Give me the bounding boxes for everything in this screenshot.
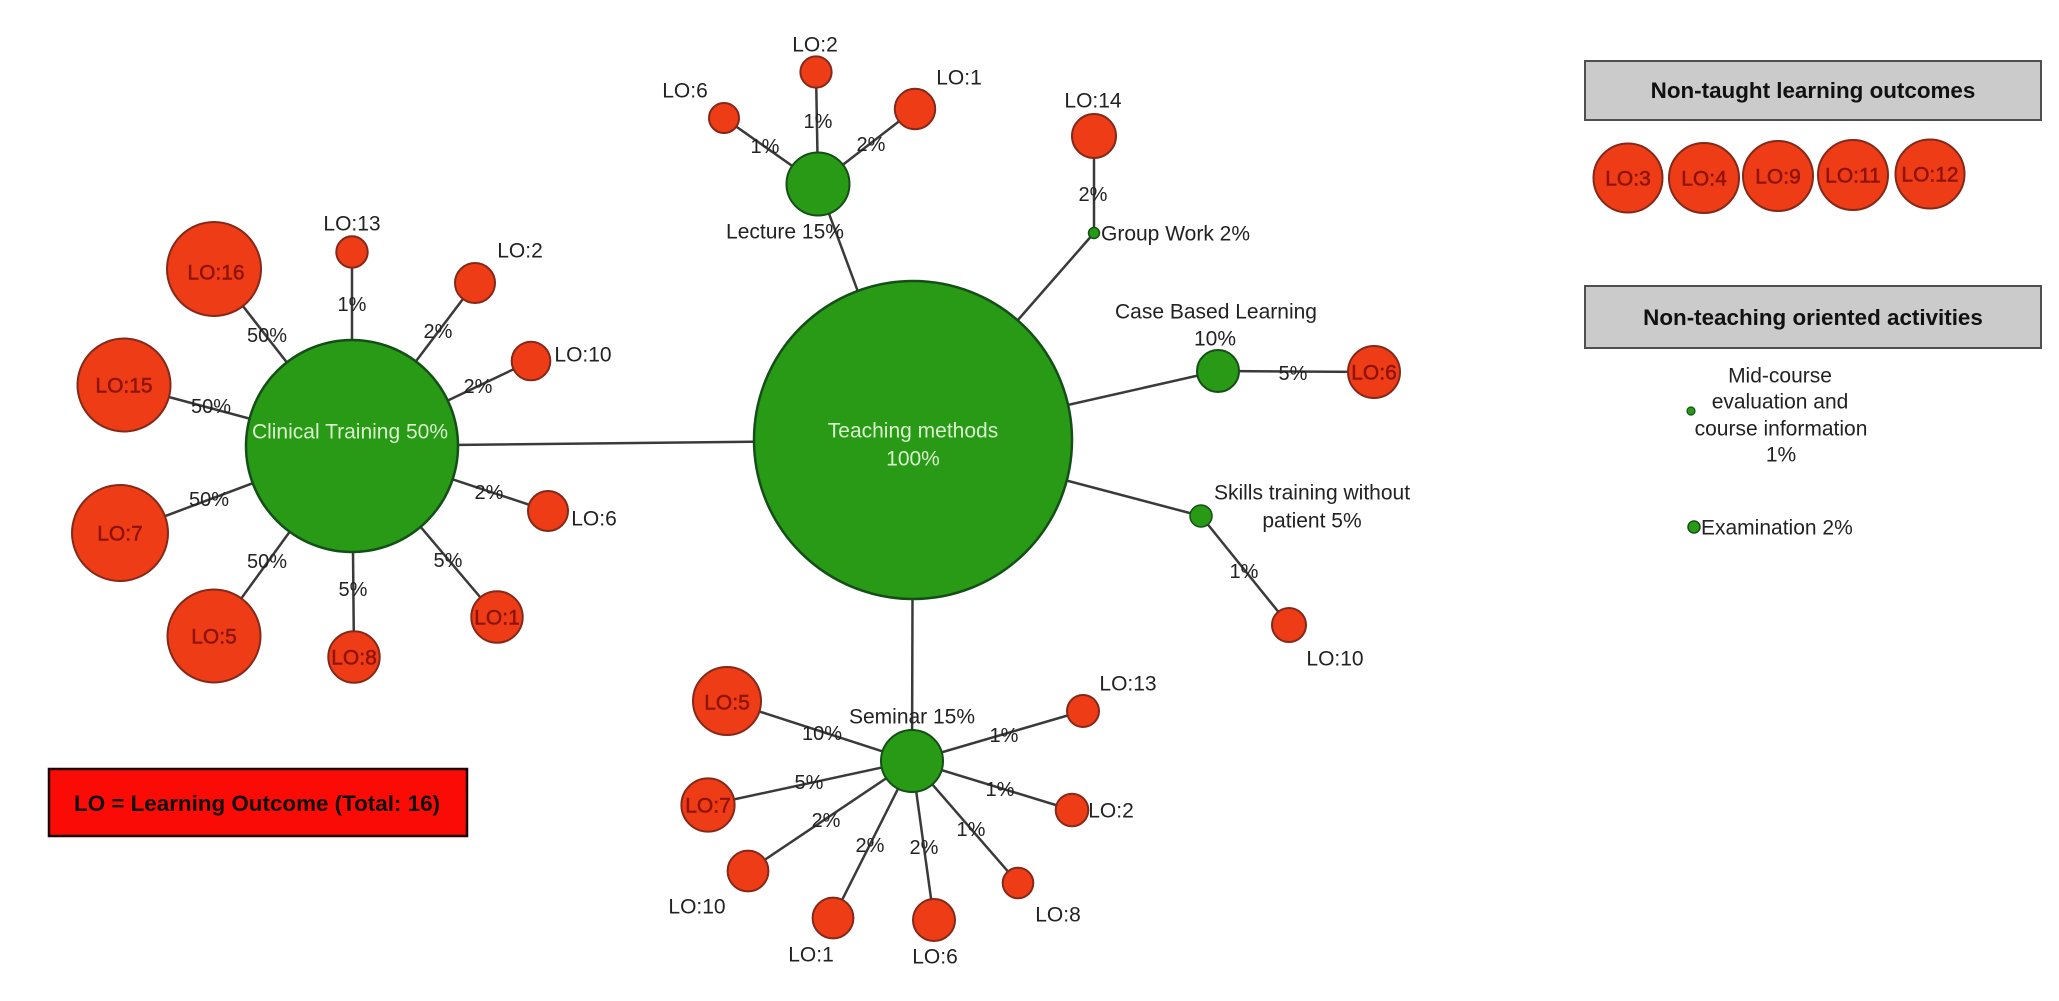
svg-text:50%: 50% bbox=[247, 325, 287, 347]
svg-text:LO:13: LO:13 bbox=[1099, 673, 1156, 696]
svg-text:50%: 50% bbox=[189, 489, 229, 511]
svg-text:LO:1: LO:1 bbox=[936, 67, 982, 90]
svg-text:1%: 1% bbox=[990, 725, 1019, 747]
svg-text:LO:6: LO:6 bbox=[912, 946, 958, 969]
svg-text:Non-teaching oriented activiti: Non-teaching oriented activities bbox=[1643, 305, 1983, 330]
svg-text:2%: 2% bbox=[910, 837, 939, 859]
svg-text:course information: course information bbox=[1695, 418, 1868, 441]
svg-text:Examination 2%: Examination 2% bbox=[1701, 517, 1853, 540]
svg-text:Teaching methods: Teaching methods bbox=[828, 420, 998, 443]
svg-text:1%: 1% bbox=[751, 136, 780, 158]
svg-text:2%: 2% bbox=[424, 321, 453, 343]
svg-text:LO:3: LO:3 bbox=[1605, 168, 1651, 191]
svg-text:LO:12: LO:12 bbox=[1901, 164, 1958, 187]
svg-text:LO:7: LO:7 bbox=[97, 523, 143, 546]
svg-text:1%: 1% bbox=[338, 294, 367, 316]
svg-text:5%: 5% bbox=[339, 579, 368, 601]
svg-text:2%: 2% bbox=[812, 810, 841, 832]
svg-text:Non-taught learning outcomes: Non-taught learning outcomes bbox=[1651, 78, 1976, 103]
svg-text:LO:10: LO:10 bbox=[668, 896, 725, 919]
svg-text:Case Based Learning: Case Based Learning bbox=[1115, 301, 1317, 324]
svg-text:LO:6: LO:6 bbox=[662, 80, 708, 103]
svg-text:1%: 1% bbox=[804, 111, 833, 133]
svg-text:LO:1: LO:1 bbox=[788, 944, 834, 967]
svg-text:Clinical Training 50%: Clinical Training 50% bbox=[252, 421, 448, 444]
svg-text:Skills training without: Skills training without bbox=[1214, 482, 1410, 505]
svg-text:LO:10: LO:10 bbox=[554, 344, 611, 367]
svg-text:2%: 2% bbox=[1079, 184, 1108, 206]
svg-text:Lecture 15%: Lecture 15% bbox=[726, 221, 844, 244]
svg-text:LO:2: LO:2 bbox=[497, 240, 543, 263]
svg-text:Group Work 2%: Group Work 2% bbox=[1101, 223, 1250, 246]
svg-text:LO:6: LO:6 bbox=[1351, 362, 1397, 385]
svg-text:LO:11: LO:11 bbox=[1825, 165, 1881, 188]
svg-text:Mid-course: Mid-course bbox=[1728, 365, 1832, 388]
svg-text:1%: 1% bbox=[1766, 444, 1796, 467]
svg-text:LO:8: LO:8 bbox=[1035, 904, 1081, 927]
svg-text:50%: 50% bbox=[191, 396, 231, 418]
svg-text:5%: 5% bbox=[434, 550, 463, 572]
svg-text:LO:16: LO:16 bbox=[187, 262, 244, 285]
svg-text:LO:14: LO:14 bbox=[1064, 90, 1122, 113]
svg-text:LO:9: LO:9 bbox=[1755, 166, 1801, 189]
svg-text:LO:8: LO:8 bbox=[331, 647, 377, 670]
svg-text:2%: 2% bbox=[857, 134, 886, 156]
svg-text:LO:4: LO:4 bbox=[1681, 168, 1727, 191]
svg-text:LO:2: LO:2 bbox=[792, 34, 838, 57]
svg-text:1%: 1% bbox=[957, 819, 986, 841]
svg-text:10%: 10% bbox=[802, 723, 842, 745]
svg-text:LO:5: LO:5 bbox=[191, 626, 237, 649]
svg-text:LO:7: LO:7 bbox=[685, 795, 731, 818]
svg-text:5%: 5% bbox=[1279, 363, 1308, 385]
svg-text:2%: 2% bbox=[856, 835, 885, 857]
svg-text:LO:15: LO:15 bbox=[95, 375, 152, 398]
svg-text:50%: 50% bbox=[247, 551, 287, 573]
svg-text:patient 5%: patient 5% bbox=[1262, 510, 1361, 533]
svg-text:LO:5: LO:5 bbox=[704, 692, 750, 715]
svg-text:Seminar 15%: Seminar 15% bbox=[849, 706, 975, 729]
svg-text:2%: 2% bbox=[464, 376, 493, 398]
svg-text:LO = Learning Outcome (Total:: LO = Learning Outcome (Total: 16) bbox=[74, 791, 440, 816]
svg-text:LO:6: LO:6 bbox=[571, 508, 617, 531]
svg-text:1%: 1% bbox=[1230, 561, 1259, 583]
svg-text:5%: 5% bbox=[795, 772, 824, 794]
svg-text:LO:1: LO:1 bbox=[474, 607, 520, 630]
svg-text:LO:10: LO:10 bbox=[1306, 648, 1363, 671]
svg-text:10%: 10% bbox=[1194, 328, 1236, 351]
svg-text:LO:13: LO:13 bbox=[323, 213, 380, 236]
svg-text:100%: 100% bbox=[886, 448, 940, 471]
svg-text:LO:2: LO:2 bbox=[1088, 800, 1134, 823]
svg-text:1%: 1% bbox=[986, 779, 1015, 801]
svg-text:2%: 2% bbox=[475, 482, 504, 504]
svg-text:evaluation and: evaluation and bbox=[1712, 391, 1849, 414]
